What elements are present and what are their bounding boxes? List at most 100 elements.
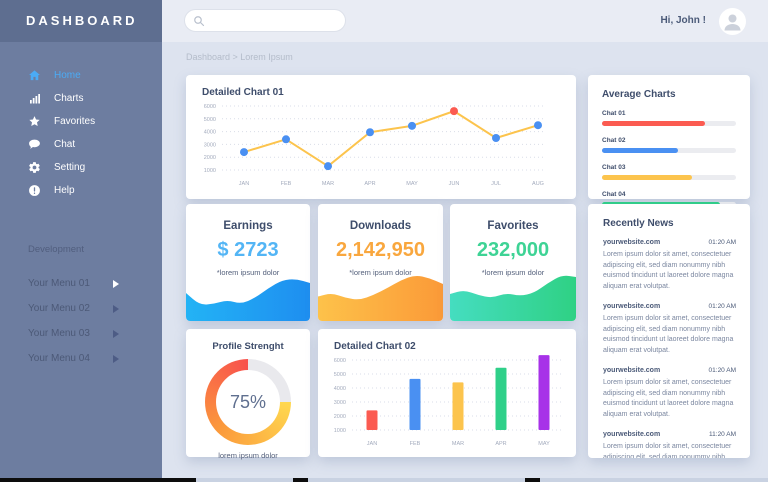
svg-text:1000: 1000 [204,168,216,174]
news-text: Lorem ipsum dolor sit amet, consectetuer… [603,379,734,418]
sidebar-item-your-menu-02[interactable]: Your Menu 02 [0,296,162,321]
dev-item-label: Your Menu 04 [28,353,90,364]
chart02-title: Detailed Chart 02 [334,341,416,352]
news-site-link[interactable]: yourwebsite.com [603,303,661,310]
news-site-link[interactable]: yourwebsite.com [603,239,661,246]
screen-edge-artifact [525,478,540,482]
news-title: Recently News [603,218,674,229]
svg-text:MAR: MAR [322,181,334,187]
bar-chart-icon [28,92,41,105]
profile-note: lorem ipsum dolor [218,451,278,460]
sidebar-item-favorites[interactable]: Favorites [0,110,162,133]
sidebar-item-charts[interactable]: Charts [0,87,162,110]
detailed-chart-02-card: Detailed Chart 02 6000 5000 4000 3000 2000 10… [318,329,576,457]
donut-ring [205,359,291,445]
news-text: Lorem ipsum dolor sit amet, consectetuer… [603,251,734,290]
sidebar-item-label: Home [54,70,81,81]
main-menu: Home Charts Favorites Chat Setting [0,64,162,202]
average-charts-card: Average Charts Chat 01 Chat 02 Chat 03 C… [588,75,750,207]
favorites-value: 232,000 [476,239,550,261]
home-icon [28,69,41,82]
svg-text:3000: 3000 [204,142,216,148]
progress-fill [602,148,679,153]
person-icon [724,14,741,31]
svg-text:JAN: JAN [239,181,249,187]
svg-text:MAY: MAY [538,441,550,447]
svg-text:5000: 5000 [204,117,216,123]
news-time: 01:20 AM [708,367,736,374]
sidebar-item-your-menu-04[interactable]: Your Menu 04 [0,346,162,371]
favorites-title: Favorites [487,220,539,232]
svg-text:2000: 2000 [334,414,346,420]
progress-track [602,148,736,153]
screen-edge-artifact [0,478,196,482]
main-content: Dashboard > Lorem Ipsum Detailed Chart 0… [162,42,768,482]
svg-text:JUL: JUL [491,181,501,187]
sidebar-item-label: Charts [54,93,84,104]
downloads-sparkline [318,275,443,321]
news-item: yourwebsite.com 01:20 AM Lorem ipsum dolo… [588,367,750,420]
chevron-right-icon [112,304,120,313]
svg-text:APR: APR [495,441,506,447]
svg-text:AUG: AUG [532,181,544,187]
avatar[interactable] [719,8,746,35]
chat-icon [28,138,41,151]
search-icon [193,15,205,27]
news-time: 01:20 AM [708,303,736,310]
favorites-note: *lorem ipsum dolor [481,268,545,277]
earnings-card: Earnings $ 2723 *lorem ipsum dolor [186,204,310,321]
svg-text:JAN: JAN [367,441,377,447]
svg-text:6000: 6000 [334,358,346,364]
chevron-right-icon [112,279,120,288]
progress-track [602,121,736,126]
sidebar-item-help[interactable]: Help [0,179,162,202]
news-site-link[interactable]: yourwebsite.com [603,367,661,374]
detailed-chart-01-card: Detailed Chart 01 6000 5000 4000 3000 2000 10… [186,75,576,199]
search-bar[interactable] [184,9,346,32]
dev-item-label: Your Menu 01 [28,278,90,289]
progress-label: Chat 01 [602,110,626,117]
news-site-link[interactable]: yourwebsite.com [603,431,661,438]
sidebar-item-your-menu-03[interactable]: Your Menu 03 [0,321,162,346]
sidebar-item-your-menu-01[interactable]: Your Menu 01 [0,271,162,296]
svg-text:MAY: MAY [406,181,418,187]
sidebar-item-setting[interactable]: Setting [0,156,162,179]
user-greeting: Hi, John ! [660,15,706,26]
svg-text:4000: 4000 [204,130,216,136]
progress-row: Chat 01 [588,110,750,126]
chevron-right-icon [112,329,120,338]
svg-text:MAR: MAR [452,441,464,447]
svg-text:4000: 4000 [334,386,346,392]
dev-item-label: Your Menu 03 [28,328,90,339]
news-time: 01:20 AM [708,239,736,246]
star-icon [28,115,41,128]
recently-news-card: Recently News yourwebsite.com 01:20 AM Lo… [588,204,750,458]
svg-text:3000: 3000 [334,400,346,406]
earnings-note: *lorem ipsum dolor [216,268,280,277]
dev-item-label: Your Menu 02 [28,303,90,314]
topbar: Hi, John ! [162,0,768,42]
svg-text:JUN: JUN [449,181,460,187]
svg-text:APR: APR [364,181,375,187]
news-text: Lorem ipsum dolor sit amet, consectetuer… [603,443,732,458]
favorites-sparkline [450,275,576,321]
news-item: yourwebsite.com 01:20 AM Lorem ipsum dolo… [588,239,750,292]
average-charts-title: Average Charts [602,89,676,100]
progress-row: Chat 03 [588,164,750,180]
news-text: Lorem ipsum dolor sit amet, consectetuer… [603,315,734,354]
earnings-title: Earnings [223,220,273,232]
donut-chart: 75% [205,359,291,445]
svg-text:2000: 2000 [204,155,216,161]
sidebar-item-home[interactable]: Home [0,64,162,87]
breadcrumb: Dashboard > Lorem Ipsum [186,52,293,62]
app-title: DASHBOARD [0,0,162,42]
line-chart: 6000 5000 4000 3000 2000 1000 JAN FEB MAR APR MAY J… [204,104,544,187]
progress-track [602,175,736,180]
svg-text:5000: 5000 [334,372,346,378]
favorites-card: Favorites 232,000 *lorem ipsum dolor [450,204,576,321]
svg-text:FEB: FEB [410,441,421,447]
profile-percent: 75% [229,391,267,412]
search-input[interactable] [211,15,331,26]
sidebar-item-chat[interactable]: Chat [0,133,162,156]
progress-label: Chat 04 [602,191,626,198]
